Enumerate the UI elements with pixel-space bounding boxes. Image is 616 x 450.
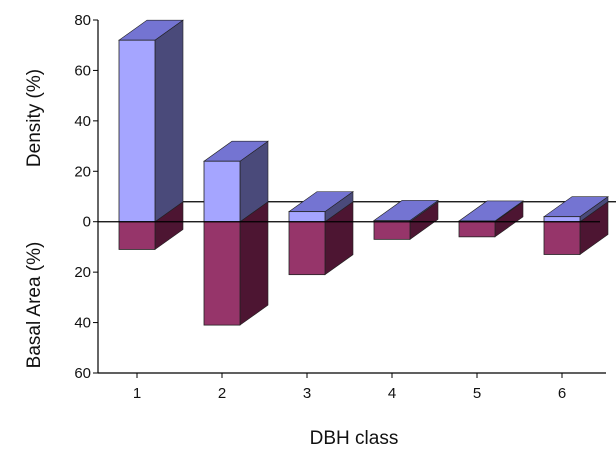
y-axis-title-density: Density (%) bbox=[24, 69, 45, 167]
y-tick-label: 40 bbox=[74, 315, 91, 332]
x-axis-title: DBH class bbox=[310, 428, 399, 449]
y-tick-label: 60 bbox=[74, 62, 91, 79]
basal-area-bar bbox=[203, 221, 241, 326]
x-tick-label: 2 bbox=[218, 385, 226, 402]
basal-area-bar bbox=[118, 221, 156, 250]
y-tick-label: 80 bbox=[74, 12, 91, 29]
y-axis: 80 60 40 20 0 20 40 60 bbox=[74, 12, 99, 382]
y-axis-title-basal-area: Basal Area (%) bbox=[24, 242, 45, 369]
y-tick-label: 20 bbox=[74, 163, 91, 180]
x-tick-label: 5 bbox=[473, 385, 481, 402]
density-bar bbox=[288, 211, 326, 223]
basal-area-bar bbox=[288, 221, 326, 276]
density-bar bbox=[203, 160, 241, 223]
basal-area-bar bbox=[543, 221, 581, 255]
density-bar-side bbox=[154, 19, 184, 223]
x-tick-label: 4 bbox=[388, 385, 396, 402]
y-tick-label: 20 bbox=[74, 264, 91, 281]
y-tick-label: 40 bbox=[74, 113, 91, 130]
density-bar bbox=[543, 216, 581, 223]
x-axis: 1 2 3 4 5 6 bbox=[98, 372, 606, 402]
density-bar bbox=[118, 39, 156, 223]
y-tick-label: 60 bbox=[74, 365, 91, 382]
x-tick-label: 1 bbox=[133, 385, 141, 402]
basal-area-bar bbox=[458, 221, 496, 238]
basal-area-bar bbox=[373, 221, 411, 240]
bars-layer bbox=[118, 19, 609, 326]
x-tick-label: 3 bbox=[303, 385, 311, 402]
basal-area-bar-side bbox=[239, 201, 269, 326]
y-tick-label: 0 bbox=[83, 214, 91, 231]
x-tick-label: 6 bbox=[558, 385, 566, 402]
